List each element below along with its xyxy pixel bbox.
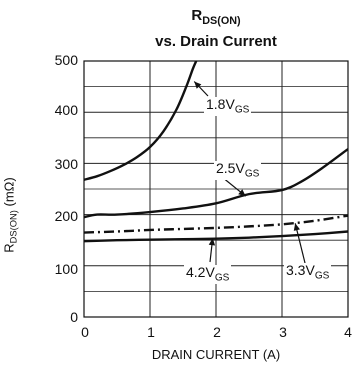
x-tick-label-0: 0 <box>81 324 89 340</box>
leader-arrow-3.3v-head <box>293 223 300 231</box>
y-axis-label: RDS(ON) (mΩ) <box>1 177 19 253</box>
series-line-2.5v <box>84 148 348 219</box>
x-tick-label-3: 3 <box>279 324 287 340</box>
y-tick-label-0: 0 <box>70 309 78 325</box>
leader-arrow-1.8v-head <box>194 81 202 89</box>
x-tick-label-2: 2 <box>213 324 221 340</box>
y-tick-label-200: 200 <box>54 208 78 224</box>
leader-arrow-4.2v-head <box>208 238 216 246</box>
x-axis-label: DRAIN CURRENT (A) <box>151 347 281 362</box>
series-label-2.5v: 2.5VGS <box>214 160 262 180</box>
series-label-1.8v: 1.8VGS <box>204 96 252 116</box>
series-line-3.3v <box>84 214 348 234</box>
series-line-4.2v <box>84 230 348 243</box>
y-tick-label-500: 500 <box>54 52 78 68</box>
plot-frame <box>83 60 349 318</box>
x-tick-label-1: 1 <box>147 324 155 340</box>
series-line-1.8v <box>84 61 198 181</box>
chart-subtitle: vs. Drain Current <box>155 33 277 50</box>
series-label-4.2v: 4.2VGS <box>184 264 232 284</box>
y-tick-label-400: 400 <box>54 102 78 118</box>
chart-title: RDS(ON) <box>191 7 241 27</box>
x-tick-label-4: 4 <box>344 324 352 340</box>
y-tick-label-100: 100 <box>54 261 78 277</box>
leader-arrow-2.5v-head <box>238 189 246 197</box>
y-tick-label-300: 300 <box>54 156 78 172</box>
series-label-3.3v: 3.3VGS <box>284 262 332 282</box>
